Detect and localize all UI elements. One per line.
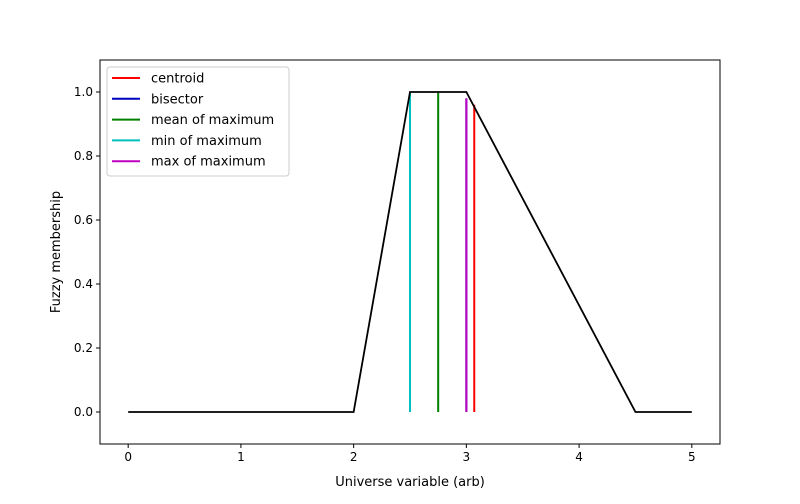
y-axis-label: Fuzzy membership — [49, 191, 64, 313]
x-tick-label: 0 — [124, 450, 132, 464]
legend-label: min of maximum — [151, 134, 262, 149]
y-tick-label: 0.2 — [74, 341, 93, 355]
x-tick-label: 3 — [463, 450, 471, 464]
legend-label: mean of maximum — [151, 113, 274, 128]
y-tick-label: 1.0 — [74, 85, 93, 99]
x-tick-label: 4 — [575, 450, 583, 464]
legend-box — [106, 66, 290, 177]
y-tick-label: 0.4 — [74, 277, 93, 291]
x-tick-label: 1 — [237, 450, 245, 464]
y-tick-label: 0.0 — [74, 405, 93, 419]
y-tick-label: 0.8 — [74, 149, 93, 163]
x-tick-label: 2 — [350, 450, 358, 464]
legend-label: bisector — [151, 92, 204, 107]
legend-label: centroid — [151, 72, 204, 87]
y-tick-label: 0.6 — [74, 213, 93, 227]
membership-function-line — [128, 91, 692, 413]
axes-frame — [99, 59, 721, 445]
x-tick-label: 5 — [688, 450, 696, 464]
legend-label: max of maximum — [151, 155, 266, 170]
x-axis-label: Universe variable (arb) — [335, 475, 485, 490]
